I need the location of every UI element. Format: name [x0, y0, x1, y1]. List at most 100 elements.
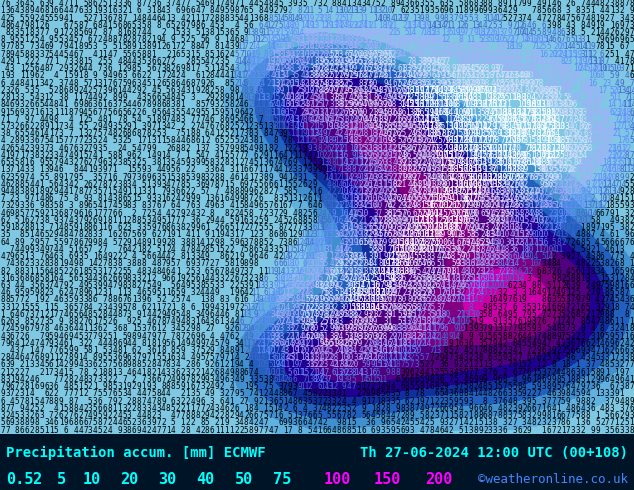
- Text: 40: 40: [417, 49, 427, 59]
- Text: 11: 11: [247, 339, 256, 348]
- Text: 6: 6: [98, 252, 102, 261]
- Text: 1: 1: [249, 230, 254, 240]
- Text: 43: 43: [300, 72, 309, 80]
- Text: 4: 4: [385, 411, 390, 420]
- Text: 1: 1: [107, 172, 112, 182]
- Text: 40: 40: [495, 230, 505, 240]
- Text: 9: 9: [268, 6, 273, 15]
- Text: 3: 3: [63, 303, 68, 312]
- Text: 61: 61: [373, 115, 382, 124]
- Text: 6: 6: [112, 274, 117, 283]
- Text: 175: 175: [488, 115, 502, 124]
- Text: 3: 3: [205, 28, 210, 37]
- Text: 42: 42: [354, 129, 363, 138]
- Text: 42: 42: [295, 100, 304, 109]
- Text: 6: 6: [566, 281, 571, 290]
- Text: 4: 4: [15, 245, 20, 254]
- Text: 5: 5: [493, 303, 497, 312]
- Text: 4: 4: [230, 172, 234, 182]
- Text: 92: 92: [359, 324, 368, 333]
- Text: 20: 20: [339, 368, 349, 377]
- Text: 12: 12: [534, 43, 543, 51]
- Text: 175: 175: [522, 107, 536, 117]
- Text: 5: 5: [478, 418, 482, 427]
- Text: 96: 96: [398, 93, 407, 102]
- Text: 6: 6: [78, 310, 83, 319]
- Text: 3: 3: [0, 274, 4, 283]
- Text: 33: 33: [408, 158, 417, 167]
- Text: 4: 4: [561, 14, 566, 23]
- Text: 4: 4: [219, 310, 224, 319]
- Text: 6: 6: [307, 115, 312, 124]
- Text: 6: 6: [478, 6, 482, 15]
- Text: 11: 11: [486, 14, 495, 23]
- Text: 32: 32: [383, 303, 392, 312]
- Text: 6: 6: [59, 295, 63, 304]
- Text: 30: 30: [437, 295, 446, 304]
- Text: 21: 21: [305, 57, 314, 66]
- Text: 3: 3: [205, 165, 210, 174]
- Text: 137: 137: [410, 216, 424, 225]
- Text: 4: 4: [103, 35, 107, 44]
- Text: 1: 1: [190, 49, 195, 59]
- Text: 7: 7: [581, 14, 585, 23]
- Text: 1: 1: [29, 78, 34, 88]
- Text: 4: 4: [619, 396, 624, 406]
- Text: 93: 93: [564, 151, 573, 160]
- Text: 2: 2: [249, 288, 254, 297]
- Text: 49: 49: [354, 86, 363, 95]
- Text: 14: 14: [295, 332, 304, 341]
- Text: 73: 73: [524, 144, 534, 153]
- Text: 5: 5: [439, 368, 444, 377]
- Text: 78: 78: [393, 223, 402, 232]
- Text: 4: 4: [512, 375, 517, 384]
- Text: 1: 1: [161, 288, 165, 297]
- Text: 7: 7: [200, 6, 205, 15]
- Text: 1: 1: [283, 245, 288, 254]
- Text: 37: 37: [451, 281, 461, 290]
- Text: 5: 5: [146, 288, 151, 297]
- Text: 2: 2: [88, 339, 93, 348]
- Text: 5: 5: [561, 396, 566, 406]
- Text: 1: 1: [146, 151, 151, 160]
- Text: 28: 28: [320, 28, 329, 37]
- Text: 4: 4: [283, 172, 288, 182]
- Text: 1: 1: [156, 136, 161, 146]
- Text: 7: 7: [141, 209, 146, 218]
- Text: 6: 6: [117, 209, 122, 218]
- Text: 9: 9: [219, 6, 224, 15]
- Text: 9: 9: [346, 21, 351, 30]
- Text: 10: 10: [578, 201, 588, 211]
- Text: 19: 19: [271, 288, 280, 297]
- Text: 76: 76: [393, 194, 402, 203]
- Text: 7: 7: [624, 21, 629, 30]
- Text: 1: 1: [234, 93, 239, 102]
- Text: 6: 6: [619, 375, 624, 384]
- Text: 138: 138: [474, 100, 488, 109]
- Text: 7: 7: [54, 158, 58, 167]
- Text: 4: 4: [224, 72, 229, 80]
- Text: 22: 22: [349, 28, 358, 37]
- Text: 14: 14: [607, 122, 617, 131]
- Text: 1: 1: [614, 209, 619, 218]
- Text: 2: 2: [458, 361, 463, 369]
- Text: 3: 3: [215, 158, 219, 167]
- Text: 6: 6: [395, 375, 400, 384]
- Text: 16: 16: [539, 49, 548, 59]
- Text: 117: 117: [474, 136, 488, 146]
- Text: 37: 37: [373, 129, 382, 138]
- Text: 7: 7: [161, 375, 165, 384]
- Text: 6: 6: [244, 368, 249, 377]
- Text: 6: 6: [5, 288, 10, 297]
- Text: 91: 91: [500, 216, 509, 225]
- Text: 4: 4: [15, 21, 20, 30]
- Text: 130: 130: [488, 151, 502, 160]
- Text: 7: 7: [624, 368, 629, 377]
- Text: 6: 6: [171, 339, 176, 348]
- Text: 7: 7: [166, 57, 171, 66]
- Text: 8: 8: [190, 57, 195, 66]
- Text: 10: 10: [461, 317, 470, 326]
- Text: 8: 8: [297, 216, 302, 225]
- Text: 6: 6: [610, 411, 614, 420]
- Text: 50: 50: [235, 472, 253, 488]
